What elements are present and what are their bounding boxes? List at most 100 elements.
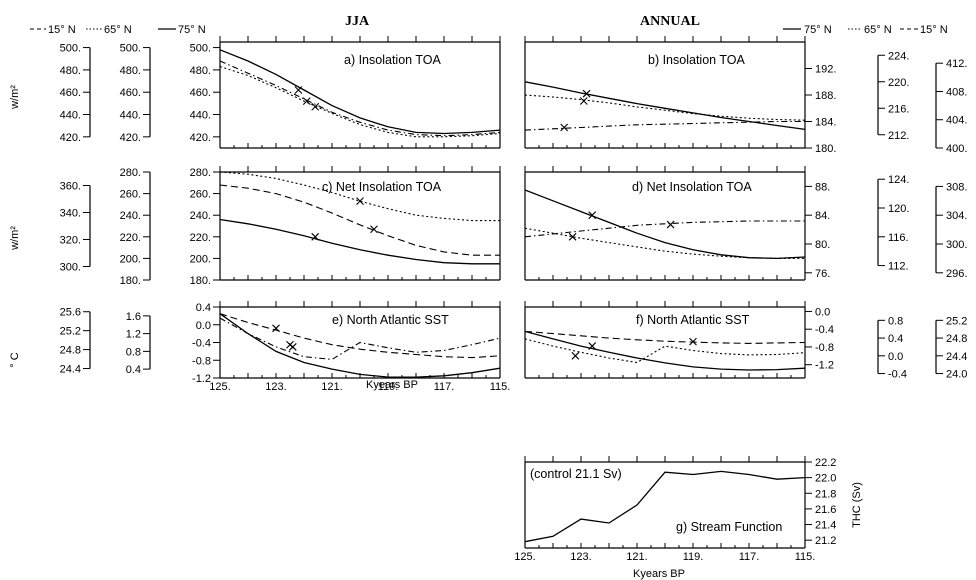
y-tick-label: 300.: [946, 239, 967, 251]
y-tick-label: 24.0: [946, 369, 967, 381]
y-tick-label: 440.: [60, 110, 81, 122]
y-tick-label: 0.4: [196, 302, 211, 314]
series-line-dot: [219, 171, 500, 222]
y-tick-label: 400.: [946, 143, 967, 155]
series-line-solid: [524, 330, 806, 371]
y-tick-label: 240.: [190, 210, 211, 222]
y-tick-label: 408.: [946, 86, 967, 98]
series-marker: [568, 232, 577, 241]
y-tick-label: 304.: [946, 210, 967, 222]
x-tick-label: 123.: [570, 551, 591, 563]
panel-annotation-g: (control 21.1 Sv): [530, 467, 622, 481]
y-tick-label: 25.6: [60, 307, 81, 319]
series-marker: [311, 102, 320, 111]
panel-title-f: f) North Atlantic SST: [636, 313, 750, 327]
y-axis-label-thc: THC (Sv): [851, 482, 863, 528]
series-marker: [588, 342, 597, 350]
y-tick-label: 412.: [946, 58, 967, 70]
y-tick-label: 500.: [60, 43, 81, 55]
y-tick-label: 21.4: [815, 520, 836, 532]
y-tick-label: 21.8: [815, 488, 836, 500]
x-tick-label: 119.: [378, 381, 399, 393]
y-tick-label: 22.0: [815, 473, 836, 485]
y-tick-label: 24.4: [60, 364, 81, 376]
panel-g: 125. 123. 121. 119. 117. 115. 21.2 21.4 21.6 21.8…: [514, 456, 863, 563]
panel-title-e: e) North Atlantic SST: [332, 313, 449, 327]
y-tick-label: 25.2: [946, 315, 967, 327]
column-title-annual: ANNUAL: [640, 14, 700, 29]
series-line-solid: [524, 81, 806, 131]
series-marker: [370, 225, 378, 234]
panel-b: 180. 184. 188. 192. 212. 216. 220. 224. 400. 404.…: [524, 36, 967, 155]
y-tick-label: 480.: [60, 65, 81, 77]
series-line-solid: [219, 49, 501, 135]
y-tick-label: 220.: [190, 232, 211, 244]
y-tick-label: -0.8: [192, 355, 211, 367]
y-tick-label: 216.: [888, 103, 909, 115]
y-tick-label: 460.: [120, 87, 141, 99]
series-line-dash: [524, 330, 806, 344]
y-tick-label: 212.: [888, 130, 909, 142]
y-tick-label: 480.: [190, 65, 211, 77]
panel-title-g: g) Stream Function: [676, 520, 782, 534]
series-marker: [579, 97, 588, 105]
series-line-solid: [219, 218, 500, 265]
y-tick-label: 25.2: [60, 326, 81, 338]
legend-right-75n-label: 75° N: [804, 24, 832, 36]
series-line-dash: [219, 184, 500, 256]
series-marker: [560, 123, 569, 132]
column-title-jja: JJA: [345, 14, 370, 29]
legend-left-15n-label: 15° N: [48, 24, 76, 36]
series-line-solid: [524, 470, 806, 543]
y-tick-label: -0.4: [815, 324, 834, 336]
y-tick-label: 500.: [120, 43, 141, 55]
y-tick-label: 220.: [888, 77, 909, 89]
y-tick-label: 0.8: [126, 346, 141, 358]
series-line-dash: [219, 313, 501, 359]
x-tick-label: 125.: [209, 381, 230, 393]
y-tick-label: 120.: [888, 203, 909, 215]
y-tick-label: -0.8: [815, 342, 834, 354]
legend-left-65n-label: 65° N: [104, 24, 132, 36]
y-tick-label: 1.6: [126, 311, 141, 323]
panel-title-c: c) Net Insolation TOA: [322, 180, 442, 194]
legend-left-75n-label: 75° N: [178, 24, 206, 36]
series-marker: [666, 220, 675, 229]
y-tick-label: 116.: [888, 232, 909, 244]
series-marker: [286, 340, 294, 349]
series-line-dot: [524, 94, 806, 121]
y-tick-label: 200.: [120, 253, 141, 265]
series-line-dashdot: [524, 220, 805, 238]
y-tick-label: 240.: [120, 210, 141, 222]
panel-d: 76. 80. 84. 88. 112. 116. 120. 124. 296. 300. 304.…: [524, 166, 967, 281]
panel-e: 125. 123. 121. 119. 117. 115. 24.4 24.8 25.2 25.6…: [60, 301, 510, 393]
y-tick-label: 260.: [120, 189, 141, 201]
panel-c: 300. 320. 340. 360. 180. 200. 220. 240. 260. 280.…: [60, 166, 501, 287]
y-tick-label: 320.: [60, 235, 81, 247]
y-tick-label: 84.: [815, 210, 830, 222]
y-tick-label: 300.: [60, 262, 81, 274]
series-marker: [356, 197, 364, 206]
y-tick-label: 0.8: [888, 315, 903, 327]
y-tick-label: 420.: [190, 132, 211, 144]
y-tick-label: 308.: [946, 181, 967, 193]
y-tick-label: 500.: [190, 43, 211, 55]
panel-title-d: d) Net Insolation TOA: [632, 180, 752, 194]
panel-title-b: b) Insolation TOA: [648, 53, 745, 67]
y-tick-label: 460.: [190, 87, 211, 99]
y-tick-label: 184.: [815, 117, 836, 129]
series-marker: [272, 324, 280, 333]
y-tick-label: -1.2: [192, 373, 211, 385]
series-marker: [571, 351, 580, 360]
series-line-dot: [524, 227, 805, 259]
y-tick-label: 112.: [888, 261, 909, 273]
y-tick-label: 280.: [120, 167, 141, 179]
y-tick-label: 0.0: [888, 351, 903, 363]
legend-right: 75° N 65° N 15° N: [783, 24, 948, 36]
series-line-solid: [219, 313, 501, 378]
y-tick-label: -0.4: [192, 338, 211, 350]
y-tick-label: 180.: [120, 275, 141, 287]
legend-right-15n-label: 15° N: [920, 24, 948, 36]
y-tick-label: 188.: [815, 90, 836, 102]
panel-title-a: a) Insolation TOA: [344, 53, 441, 67]
